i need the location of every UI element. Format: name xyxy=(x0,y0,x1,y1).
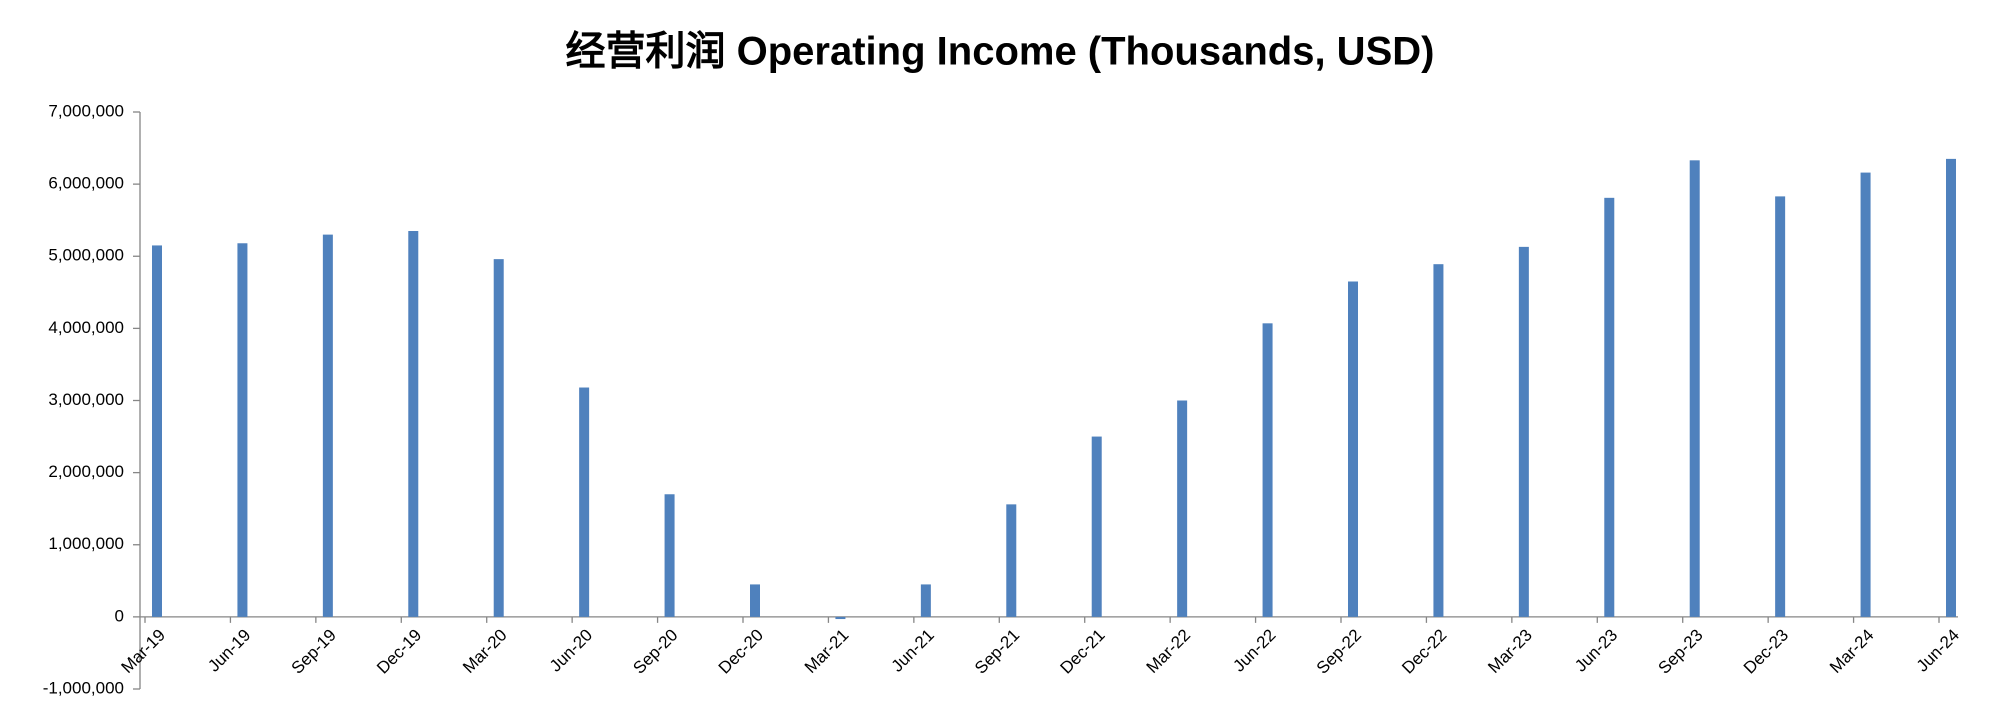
bar xyxy=(835,616,846,620)
x-tick-label: Jun-19 xyxy=(204,625,254,675)
x-tick-label: Mar-21 xyxy=(801,625,853,677)
y-tick-label: 2,000,000 xyxy=(48,462,124,481)
bar xyxy=(1689,160,1700,617)
x-tick-label: Jun-21 xyxy=(888,625,938,675)
bar xyxy=(1604,197,1615,617)
x-tick-label: Mar-23 xyxy=(1484,625,1536,677)
x-tick-label: Jun-24 xyxy=(1913,625,1963,675)
x-tick-label: Sep-23 xyxy=(1655,625,1707,677)
bar xyxy=(1091,436,1102,617)
chart-title: 经营利润 Operating Income (Thousands, USD) xyxy=(566,30,1435,74)
x-tick-label: Dec-22 xyxy=(1398,625,1450,677)
bar xyxy=(1348,281,1358,617)
bar xyxy=(322,234,333,617)
x-tick-label: Mar-24 xyxy=(1826,625,1878,677)
x-tick-label: Dec-20 xyxy=(715,625,767,677)
y-tick-label: -1,000,000 xyxy=(43,678,124,697)
bar xyxy=(408,231,419,617)
y-tick-label: 6,000,000 xyxy=(48,174,124,193)
y-tick-label: 3,000,000 xyxy=(48,390,124,409)
bar xyxy=(1262,323,1273,617)
y-tick-label: 1,000,000 xyxy=(48,534,124,553)
x-tick-label: Sep-19 xyxy=(288,625,340,677)
bar xyxy=(750,584,760,617)
bar xyxy=(664,494,675,617)
y-tick-label: 5,000,000 xyxy=(48,246,124,265)
bar xyxy=(1860,172,1871,617)
x-tick-label: Mar-20 xyxy=(459,625,511,677)
bar xyxy=(152,245,162,617)
y-tick-label: 0 xyxy=(115,606,124,625)
bar xyxy=(1518,246,1529,617)
bar xyxy=(1775,196,1786,617)
bar xyxy=(1177,400,1188,617)
bar xyxy=(1006,504,1017,617)
x-tick-label: Sep-21 xyxy=(971,625,1023,677)
y-tick-label: 7,000,000 xyxy=(48,101,124,120)
x-tick-label: Mar-22 xyxy=(1143,625,1195,677)
bar xyxy=(1433,264,1444,617)
x-tick-label: Dec-23 xyxy=(1740,625,1792,677)
x-tick-label: Mar-19 xyxy=(117,625,169,677)
y-tick-label: 4,000,000 xyxy=(48,318,124,337)
x-tick-label: Jun-23 xyxy=(1571,625,1621,675)
bar xyxy=(493,259,504,617)
bar xyxy=(237,243,248,617)
x-tick-label: Jun-20 xyxy=(546,625,596,675)
x-tick-label: Dec-19 xyxy=(373,625,425,677)
bar xyxy=(1946,158,1956,617)
bar xyxy=(579,387,590,617)
bar xyxy=(920,584,931,617)
x-tick-label: Sep-22 xyxy=(1313,625,1365,677)
x-tick-label: Sep-20 xyxy=(629,625,681,677)
x-tick-label: Dec-21 xyxy=(1057,625,1109,677)
x-tick-label: Jun-22 xyxy=(1229,625,1279,675)
